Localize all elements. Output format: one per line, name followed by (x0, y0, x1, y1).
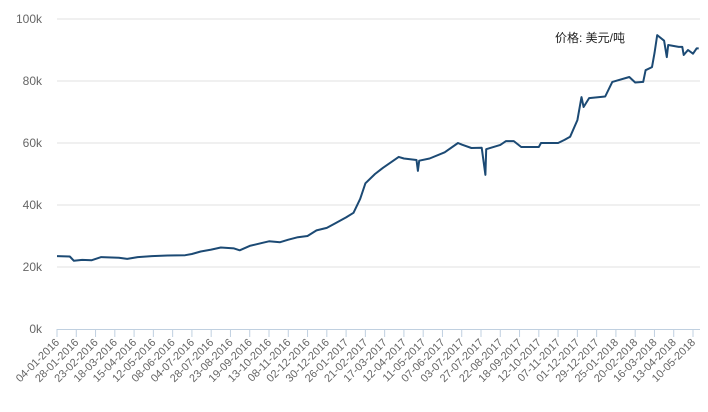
unit-annotation: 价格: 美元/吨 (555, 30, 625, 45)
x-axis: 04-01-201628-01-201623-02-201618-03-2016… (14, 329, 700, 385)
y-tick-label: 0k (29, 322, 43, 336)
y-tick-label: 20k (23, 260, 43, 274)
y-tick-label: 60k (23, 136, 43, 150)
y-tick-label: 40k (23, 198, 43, 212)
y-axis: 0k 20k 40k 60k 80k 100k (16, 12, 43, 336)
y-tick-label: 100k (16, 12, 43, 26)
price-series-line (56, 34, 699, 262)
gridlines (57, 18, 700, 268)
y-tick-label: 80k (23, 74, 43, 88)
